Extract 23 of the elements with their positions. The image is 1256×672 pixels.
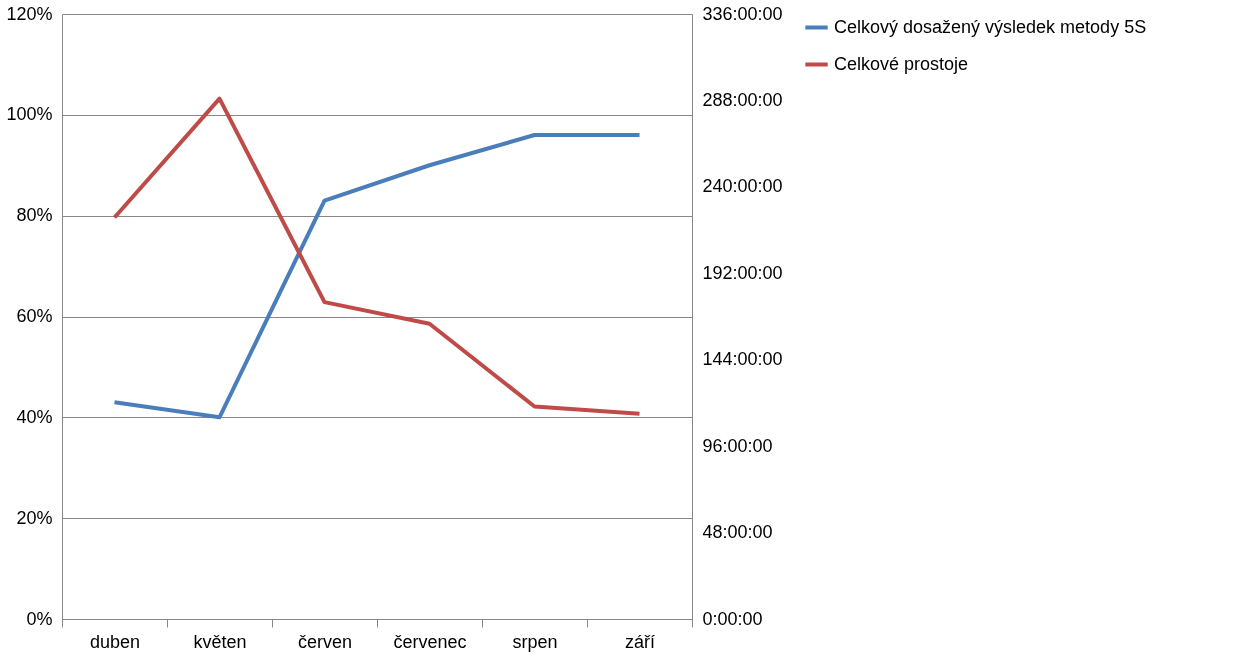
legend-label: Celkové prostoje	[834, 53, 969, 74]
y2-tick-label: 144:00:00	[702, 349, 783, 370]
y2-tick-label: 288:00:00	[702, 89, 783, 110]
x-tick-label: srpen	[512, 631, 558, 652]
y-tick-label: 100%	[6, 104, 53, 125]
legend-label: Celkový dosažený výsledek metody 5S	[834, 16, 1147, 37]
x-tick-label: červenec	[393, 631, 467, 652]
x-tick-label: červen	[297, 631, 353, 652]
y2-tick-label: 336:00:00	[702, 3, 783, 24]
y2-tick-label: 48:00:00	[702, 522, 773, 543]
y-tick-label: 80%	[16, 205, 53, 226]
x-tick-label: září	[624, 631, 656, 652]
y2-tick-label: 192:00:00	[702, 262, 783, 283]
x-tick-label: květen	[193, 631, 247, 652]
y2-tick-label: 96:00:00	[702, 435, 773, 456]
y2-tick-label: 0:00:00	[702, 608, 763, 629]
y2-tick-label: 240:00:00	[702, 176, 783, 197]
y-tick-label: 0%	[26, 608, 53, 629]
y-tick-label: 20%	[16, 507, 53, 528]
y-tick-label: 60%	[16, 306, 53, 326]
y-tick-label: 40%	[16, 406, 53, 427]
y-tick-label: 120%	[6, 3, 53, 24]
x-tick-label: duben	[89, 631, 141, 652]
